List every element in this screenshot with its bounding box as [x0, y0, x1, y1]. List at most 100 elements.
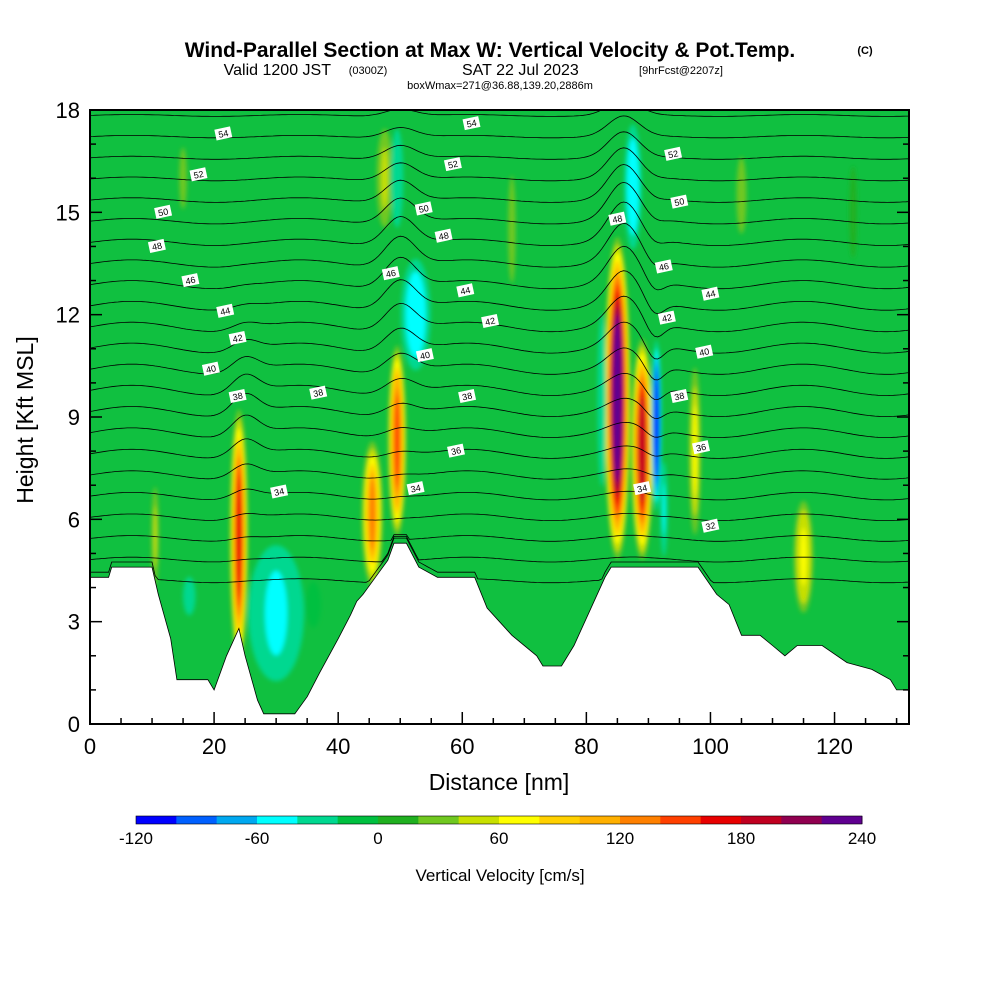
box-wmax-info: boxWmax=271@36.88,139.20,2886m: [407, 80, 593, 92]
isentrope-label: 54: [462, 116, 481, 131]
x-tick-label: 40: [326, 734, 350, 759]
isentrope-label-bg: [447, 443, 465, 458]
isentrope-label-bg: [633, 481, 652, 496]
forecast-info: [9hrFcst@2207z]: [639, 65, 723, 77]
isentrope-label: 50: [154, 204, 173, 219]
isentrope-label-bg: [670, 194, 689, 209]
velocity-cell: [631, 338, 654, 560]
isentrope-label-text: 46: [385, 268, 397, 280]
isentrope-label-bg: [657, 310, 676, 325]
isentrope-label-bg: [415, 348, 434, 363]
colorbar-swatch: [136, 816, 177, 824]
isentrope-label-text: 48: [438, 230, 450, 242]
colorbar-swatch: [660, 816, 702, 824]
y-tick-label: 15: [56, 200, 80, 225]
isentrope-line: [90, 488, 909, 501]
isentrope-line: [90, 110, 909, 117]
isentrope-line: [90, 164, 909, 203]
velocity-cell: [849, 166, 857, 259]
isentrope-label-bg: [214, 126, 233, 141]
terrain: [90, 542, 909, 724]
isentrope-label-text: 34: [273, 486, 285, 498]
isentrope-label: 44: [216, 303, 235, 318]
isentrope-label-text: 38: [461, 391, 473, 403]
chart-title: Wind-Parallel Section at Max W: Vertical…: [185, 39, 796, 62]
velocity-cell: [248, 545, 305, 682]
velocity-contour: [381, 147, 388, 209]
isentrope-label: 48: [434, 228, 453, 243]
velocity-cell: [229, 409, 248, 664]
isentrope-line: [90, 347, 909, 381]
velocity-contour: [264, 570, 288, 656]
isentrope-label-bg: [406, 481, 425, 496]
velocity-cell: [376, 128, 393, 228]
y-tick-label: 6: [68, 507, 80, 532]
velocity-contour: [662, 483, 666, 536]
colorbar-swatch: [539, 816, 581, 824]
isentrope-line: [90, 147, 909, 182]
isentrope-label-bg: [309, 385, 328, 400]
isentrope-line: [90, 131, 909, 160]
x-tick-label: 0: [84, 734, 96, 759]
isentrope-label-text: 32: [705, 520, 717, 532]
isentrope-line: [90, 536, 909, 563]
isentrope-label-bg: [434, 228, 453, 243]
isentrope-line: [90, 222, 909, 268]
velocity-cell: [400, 258, 431, 371]
isentrope-label-bg: [201, 361, 220, 376]
isentrope-label-text: 42: [661, 312, 673, 324]
isentrope-label-text: 40: [419, 350, 431, 362]
isentrope-label-text: 44: [705, 288, 717, 300]
isentrope-label: 36: [692, 440, 710, 455]
isentrope-label-bg: [456, 283, 475, 298]
isentrope-line: [90, 295, 909, 338]
isentrope-label: 52: [664, 146, 683, 161]
isentrope-label: 34: [270, 484, 289, 499]
isentrope-label-bg: [701, 518, 720, 533]
velocity-contour: [849, 166, 857, 259]
velocity-cell: [604, 237, 631, 560]
velocity-cell: [623, 124, 642, 250]
isentrope-label-bg: [216, 303, 235, 318]
colorbar-swatch: [458, 816, 500, 824]
isentrope-label-text: 40: [205, 363, 217, 375]
colorbar-swatch: [418, 816, 460, 824]
velocity-contour: [410, 283, 421, 346]
x-tick-label: 80: [574, 734, 598, 759]
velocity-contour: [600, 346, 604, 454]
colorbar-tick-label: 240: [848, 829, 876, 848]
velocity-contour: [613, 322, 621, 475]
isentrope-label-text: 44: [459, 285, 471, 297]
isentrope-label-text: 38: [673, 391, 685, 403]
velocity-contour: [508, 175, 516, 284]
isentrope-line: [90, 181, 909, 225]
x-axis: 0 20 40 60 80 100 120: [84, 712, 898, 759]
colorbar-swatch: [297, 816, 339, 824]
isentrope-label-text: 46: [658, 261, 670, 273]
colorbar-swatch: [741, 816, 782, 824]
colorbar-swatch: [781, 816, 823, 824]
isentrope-label: 36: [447, 443, 465, 458]
isentrope-line: [90, 512, 909, 521]
isentrope-labels: 54 54 52 52 52 50 50 50 48 48 48 46 46 46 44 44 44 42 42 42…: [147, 116, 720, 533]
colorbar: -120 -60 0 60 120 180 240: [119, 815, 876, 848]
colorbar-swatch: [378, 816, 419, 824]
isentrope-label-bg: [189, 167, 208, 182]
valid-time: Valid 1200 JST: [224, 62, 332, 79]
colorbar-swatch: [216, 816, 258, 824]
plot-area: 54 54 52 52 52 50 50 50 48 48 48 46 46 46 44 44 44 42 42 42…: [90, 8, 909, 724]
isentrope-label-bg: [228, 330, 247, 346]
y-axis-label: Height [Kft MSL]: [12, 336, 38, 503]
isentrope-label: 40: [695, 344, 714, 359]
isentrope-label-bg: [270, 484, 289, 499]
valid-date: SAT 22 Jul 2023: [462, 62, 579, 79]
y-tick-label: 12: [56, 303, 80, 328]
velocity-cell: [183, 576, 196, 616]
isentrope-label: 38: [228, 388, 247, 404]
isentrope-line: [90, 392, 909, 419]
isentrope-line: [90, 28, 909, 32]
x-tick-label: 100: [692, 734, 729, 759]
isentrope-label: 50: [414, 201, 433, 216]
isentrope-line: [90, 8, 909, 10]
colorbar-label: Vertical Velocity [cm/s]: [415, 866, 584, 885]
